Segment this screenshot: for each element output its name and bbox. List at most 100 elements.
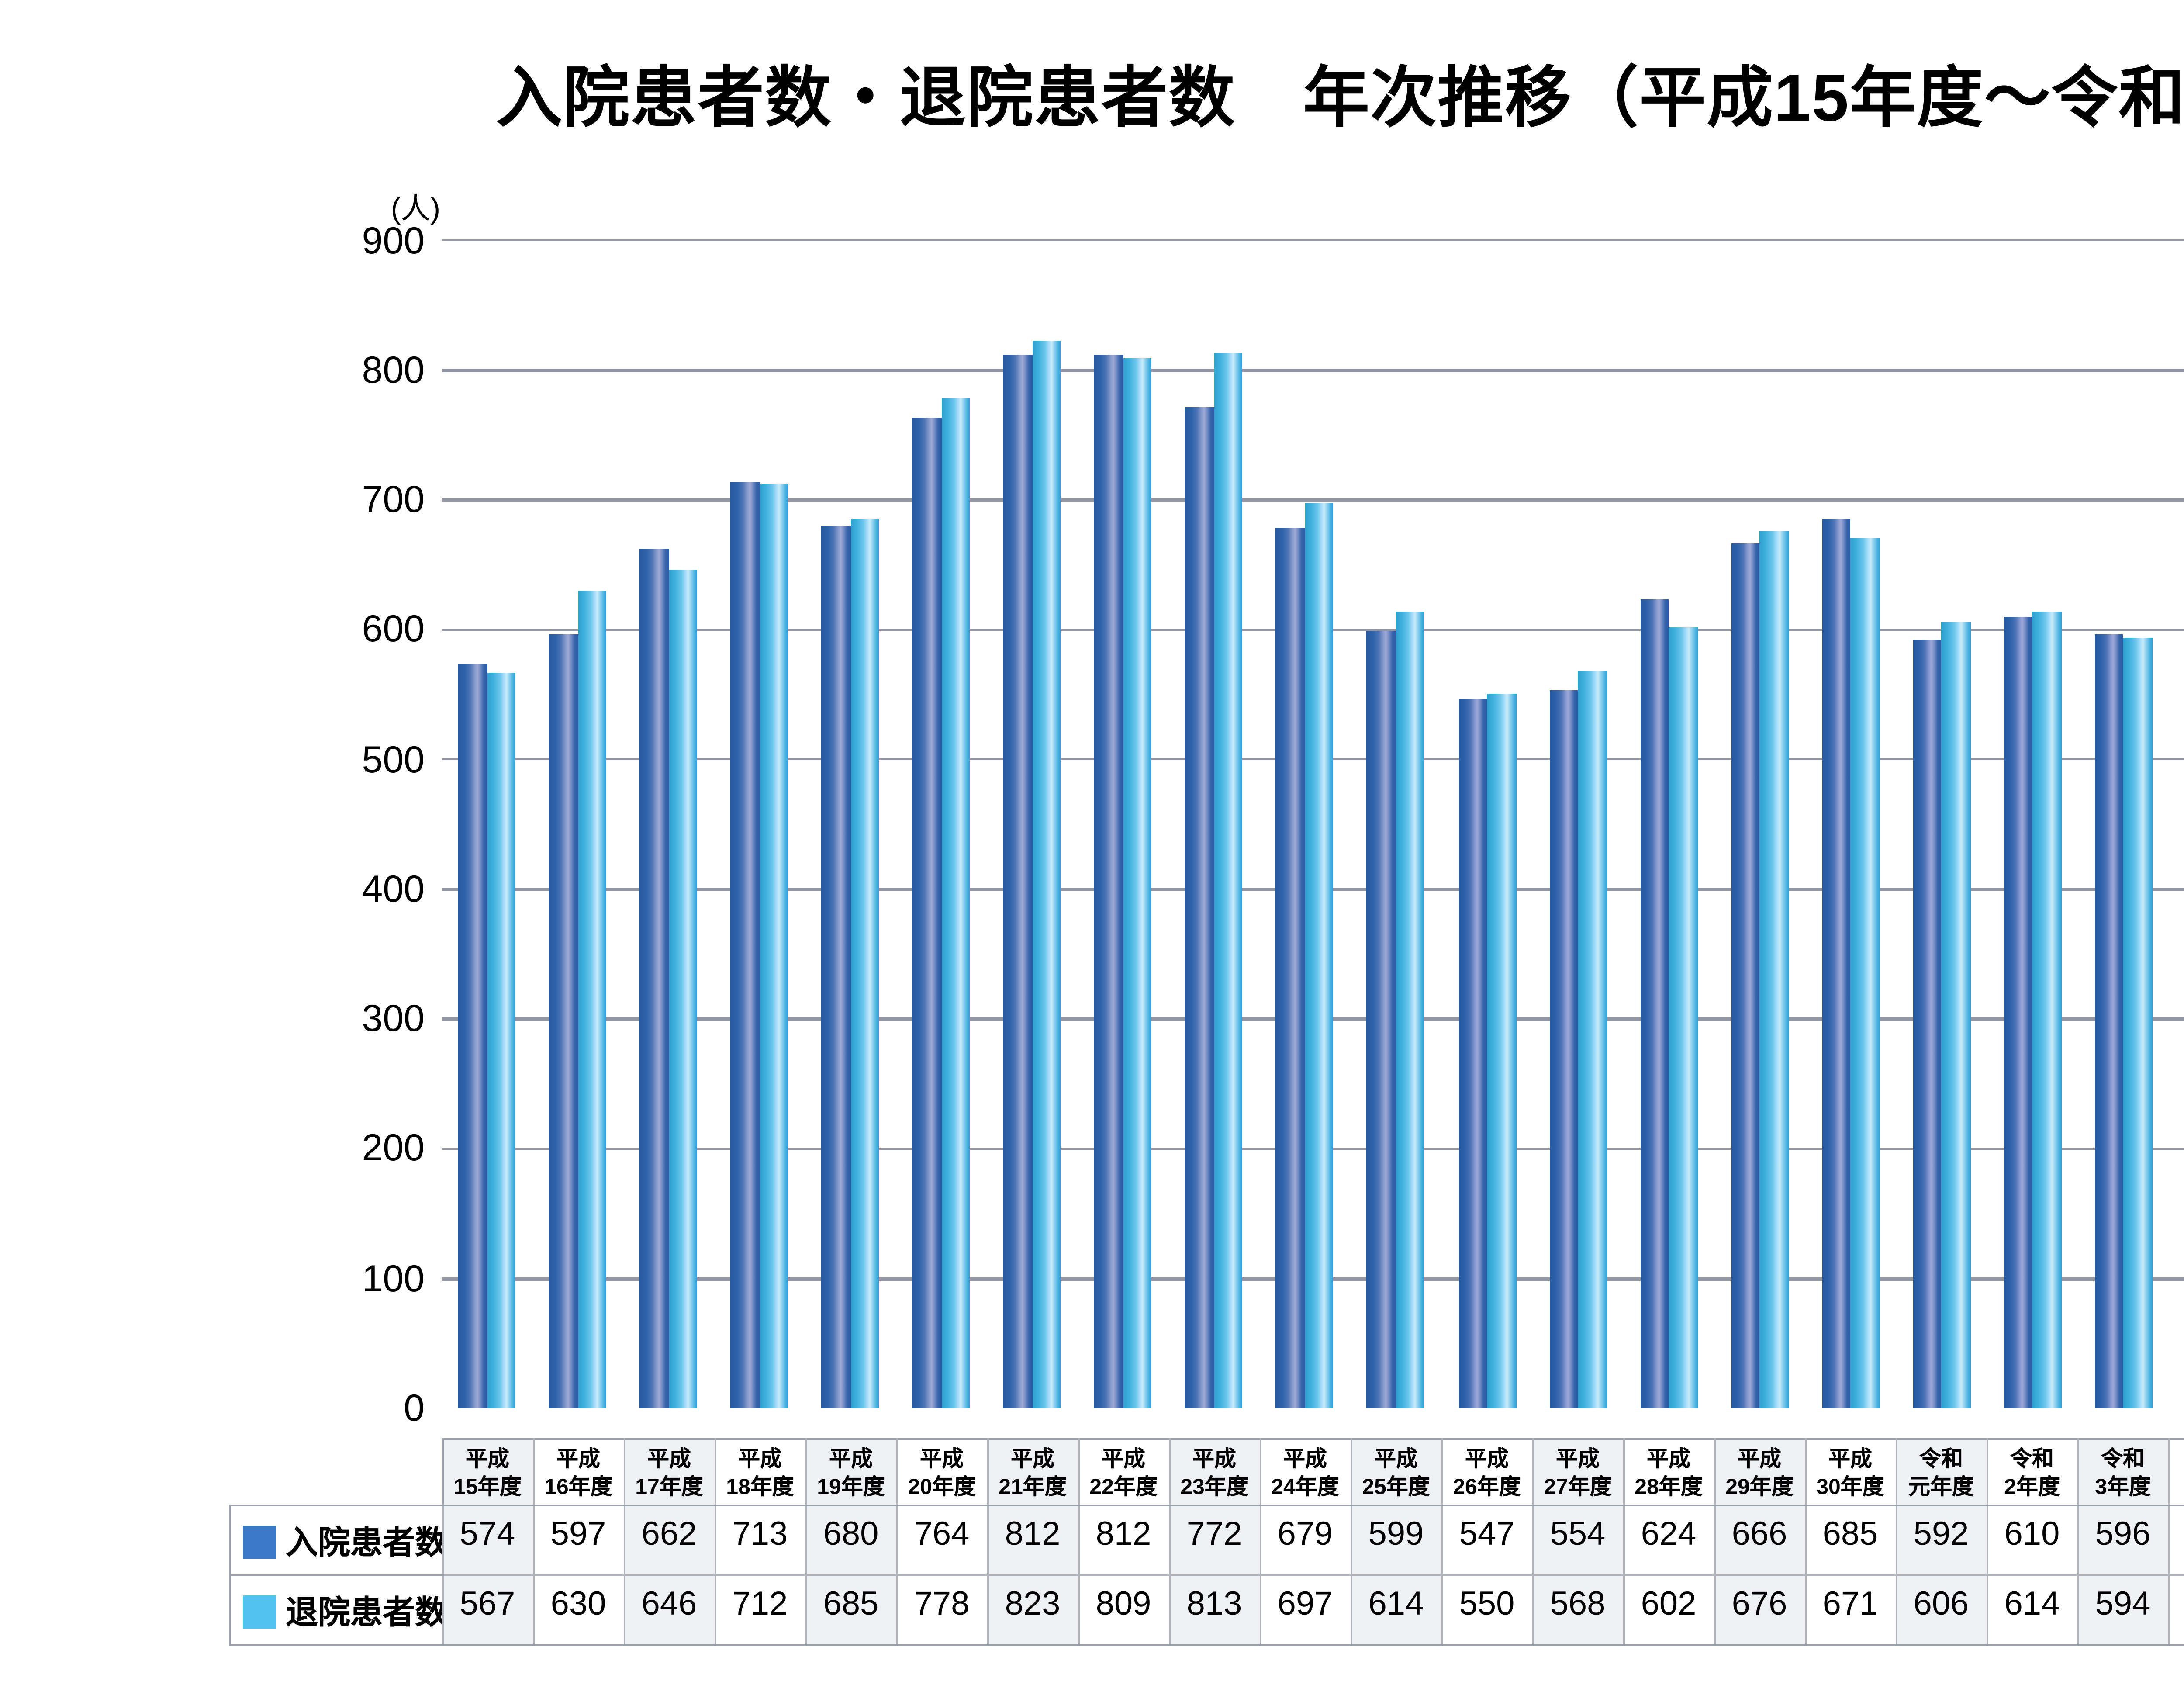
legend-label: 入院患者数 — [286, 1523, 442, 1560]
year-cell: 平成 15年度 — [441, 1438, 534, 1506]
year-cell: 平成 27年度 — [1531, 1438, 1624, 1506]
legend-cell-inpatient: 入院患者数 — [228, 1505, 443, 1576]
value-cell: 772 — [1168, 1505, 1261, 1576]
bar-discharged — [1850, 537, 1880, 1408]
value-cell: 812 — [986, 1505, 1079, 1576]
y-axis-unit-label: (人) — [390, 192, 440, 225]
table-row-inpatient: 入院患者数 574 597 662 713 680 764 812 812 772 679 599 54… — [228, 1505, 2184, 1576]
bar-discharged — [1123, 358, 1152, 1408]
bar-discharged — [1214, 353, 1243, 1408]
value-cell: 809 — [1077, 1574, 1170, 1646]
bar-discharged — [577, 591, 607, 1408]
value-cell: 679 — [1259, 1505, 1351, 1576]
value-cell: 567 — [441, 1574, 534, 1646]
bar-discharged — [487, 672, 516, 1408]
value-cell: 568 — [2167, 1574, 2184, 1646]
value-cell: 778 — [895, 1574, 988, 1646]
year-cell: 平成 26年度 — [1441, 1438, 1533, 1506]
year-cell: 平成 17年度 — [623, 1438, 715, 1506]
bar-discharged — [941, 398, 970, 1408]
bar-inpatient — [1094, 354, 1123, 1408]
value-cell: 630 — [532, 1574, 625, 1646]
bar-discharged — [1487, 694, 1516, 1408]
year-cell: 平成 19年度 — [805, 1438, 897, 1506]
value-cell: 597 — [532, 1505, 625, 1576]
bar-discharged — [759, 484, 788, 1408]
y-axis-tick-label: 600 — [362, 609, 425, 651]
bar-discharged — [2032, 611, 2062, 1408]
value-cell: 614 — [1986, 1574, 2078, 1646]
year-cell: 平成 16年度 — [532, 1438, 625, 1506]
value-cell: 599 — [1350, 1505, 1442, 1576]
year-cell: 平成 18年度 — [714, 1438, 806, 1506]
year-cell: 平成 20年度 — [895, 1438, 988, 1506]
y-axis-tick-label: 300 — [362, 998, 425, 1040]
value-cell: 813 — [1168, 1574, 1261, 1646]
value-cell: 680 — [805, 1505, 897, 1576]
bar-inpatient — [730, 483, 760, 1408]
bar-inpatient — [821, 526, 850, 1408]
bar-discharged — [850, 519, 879, 1408]
year-cell: 令和 元年度 — [1895, 1438, 1987, 1506]
value-cell: 812 — [1077, 1505, 1170, 1576]
value-cell: 592 — [1895, 1505, 1987, 1576]
gridline — [441, 498, 2184, 502]
value-cell: 662 — [623, 1505, 715, 1576]
y-axis-tick-label: 800 — [362, 349, 425, 391]
bar-inpatient — [2004, 616, 2033, 1408]
data-table: 平成 15年度 平成 16年度 平成 17年度 平成 18年度 平成 19年度 平成 20年度 平成 21… — [228, 1438, 2184, 1646]
value-cell: 550 — [1441, 1574, 1533, 1646]
bar-discharged — [1759, 531, 1789, 1408]
year-cell: 令和 2年度 — [1986, 1438, 2078, 1506]
year-cell: 平成 24年度 — [1259, 1438, 1351, 1506]
value-cell: 666 — [1713, 1505, 1806, 1576]
year-header-row: 平成 15年度 平成 16年度 平成 17年度 平成 18年度 平成 19年度 平成 20年度 平成 21… — [229, 1438, 2184, 1506]
bar-inpatient — [1276, 527, 1305, 1408]
bar-inpatient — [1549, 689, 1578, 1408]
gridline — [441, 239, 2184, 242]
legend-swatch-inpatient — [242, 1525, 275, 1558]
value-cell: 602 — [1622, 1574, 1715, 1646]
bar-inpatient — [458, 663, 487, 1408]
y-axis-tick-label: 400 — [362, 868, 425, 910]
value-cell: 568 — [1531, 1574, 1624, 1646]
value-cell: 764 — [895, 1505, 988, 1576]
bar-inpatient — [1367, 631, 1396, 1408]
bar-inpatient — [2094, 635, 2124, 1408]
year-cell: 平成 21年度 — [986, 1438, 1079, 1506]
value-cell: 676 — [1713, 1574, 1806, 1646]
data-table-body: 平成 15年度 平成 16年度 平成 17年度 平成 18年度 平成 19年度 平成 20年度 平成 21… — [228, 1438, 2184, 1646]
bar-discharged — [668, 570, 698, 1408]
bar-inpatient — [912, 417, 941, 1408]
bar-inpatient — [1731, 544, 1760, 1408]
year-cell: 令和4年度 — [2167, 1438, 2184, 1506]
value-cell: 594 — [2077, 1574, 2169, 1646]
bar-discharged — [1305, 504, 1334, 1408]
value-cell: 610 — [1986, 1505, 2078, 1576]
y-axis-tick-label: 900 — [362, 219, 425, 261]
value-cell: 697 — [1259, 1574, 1351, 1646]
legend-swatch-discharged — [242, 1595, 275, 1628]
value-cell: 547 — [1441, 1505, 1533, 1576]
value-cell: 713 — [714, 1505, 806, 1576]
legend-cell-discharged: 退院患者数 — [228, 1574, 443, 1646]
year-cell: 平成 23年度 — [1168, 1438, 1261, 1506]
value-cell: 554 — [1531, 1505, 1624, 1576]
table-corner-spacer — [229, 1439, 442, 1505]
bar-inpatient — [1640, 598, 1669, 1408]
bar-discharged — [1578, 671, 1607, 1408]
chart-title: 入院患者数・退院患者数 年次推移（平成15年度～令和6年度） — [496, 63, 2184, 136]
value-cell: 685 — [1804, 1505, 1897, 1576]
bar-discharged — [1942, 622, 1970, 1408]
year-cell: 令和 3年度 — [2077, 1438, 2169, 1506]
bar-discharged — [1032, 340, 1061, 1408]
year-cell: 平成 28年度 — [1622, 1438, 1715, 1506]
year-cell: 平成 25年度 — [1350, 1438, 1442, 1506]
value-cell: 712 — [714, 1574, 806, 1646]
bar-discharged — [1669, 627, 1698, 1408]
bar-discharged — [2123, 637, 2153, 1408]
bar-inpatient — [639, 549, 669, 1408]
value-cell: 614 — [1350, 1574, 1442, 1646]
legend-label: 退院患者数 — [286, 1593, 442, 1629]
